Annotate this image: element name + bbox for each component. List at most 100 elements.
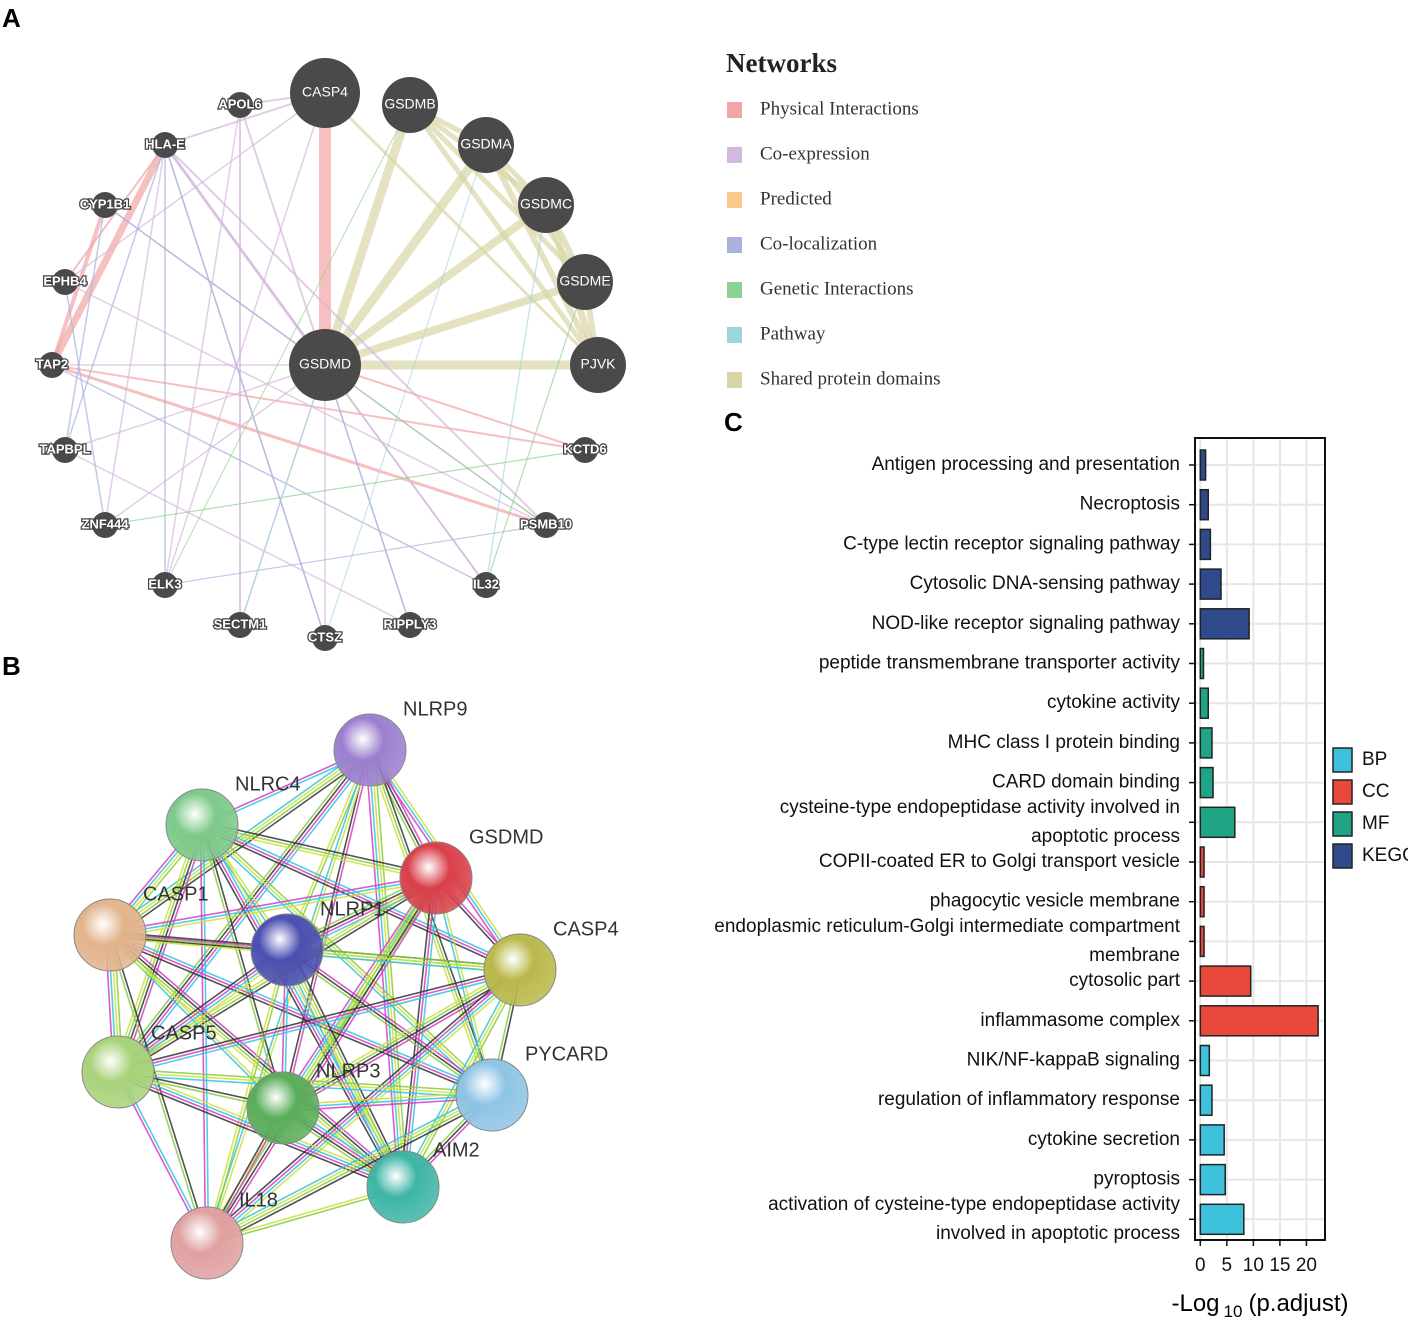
y-tick-label: cytosolic part	[1069, 970, 1181, 991]
bar	[1199, 449, 1207, 481]
node-label: IL18	[239, 1189, 278, 1211]
edge	[110, 931, 494, 1093]
node-label: APOL6	[218, 96, 261, 111]
bar	[1199, 1203, 1245, 1236]
edge	[202, 821, 437, 876]
edge	[485, 204, 547, 586]
edge	[199, 826, 491, 1098]
node-label: KCTD6	[563, 441, 606, 456]
edge	[109, 934, 493, 1096]
edge	[324, 364, 547, 526]
edge	[113, 746, 368, 1070]
y-tick-label: cytokine activity	[1047, 692, 1181, 713]
bar	[1199, 1163, 1226, 1196]
node-label: GSDMB	[384, 96, 435, 112]
edge	[324, 364, 411, 626]
bar	[1199, 965, 1252, 997]
edge	[64, 281, 106, 526]
edge	[202, 821, 522, 968]
panel-label: B	[2, 651, 21, 681]
node	[366, 1150, 440, 1224]
edge	[323, 278, 587, 369]
y-tick-label: endoplasmic reticulum-Golgi intermediate…	[714, 916, 1180, 966]
node	[152, 132, 178, 158]
bar	[1199, 766, 1214, 799]
edge	[202, 824, 286, 1108]
edge	[321, 142, 490, 368]
edge	[324, 364, 487, 586]
edge	[239, 364, 326, 626]
edge	[64, 144, 166, 451]
edge	[197, 826, 400, 1190]
edge	[286, 949, 521, 971]
node	[312, 625, 338, 651]
edge	[290, 947, 408, 1186]
node	[227, 92, 253, 118]
legend-swatch	[1332, 843, 1353, 869]
node	[39, 352, 65, 378]
node-label: GSDMD	[299, 356, 351, 372]
node-label: NLRP3	[316, 1060, 380, 1082]
node	[227, 612, 253, 638]
edge	[323, 91, 600, 367]
y-tick-label: regulation of inflammatory response	[878, 1089, 1180, 1110]
bar	[1199, 687, 1210, 719]
node-label: TAP2	[36, 356, 68, 371]
legend-title: Networks	[726, 48, 837, 78]
edge	[104, 144, 166, 526]
edge	[205, 1092, 492, 1243]
edge	[281, 968, 520, 1108]
bar	[1199, 1084, 1213, 1116]
y-tick-label: peptide transmembrane transporter activi…	[819, 653, 1181, 674]
node	[152, 572, 178, 598]
edge	[64, 364, 326, 451]
edge	[408, 103, 587, 284]
node-label: HLA-E	[145, 136, 185, 151]
edge	[51, 364, 487, 586]
edge	[402, 877, 437, 1188]
edge	[104, 364, 326, 526]
edge	[201, 824, 493, 1096]
bar	[1199, 647, 1205, 680]
edge	[373, 749, 409, 1187]
node	[246, 1071, 320, 1145]
edge	[48, 143, 169, 367]
edge	[207, 970, 522, 1245]
edge	[104, 204, 326, 366]
node-label: CASP4	[553, 918, 619, 940]
x-axis-label: -Log 10 (p.adjust)	[1171, 1290, 1348, 1321]
x-tick-label: 5	[1222, 1255, 1233, 1276]
edge	[282, 951, 400, 1190]
edge	[280, 749, 370, 1108]
legend-label: Genetic Interactions	[760, 278, 914, 299]
edge	[483, 143, 601, 367]
y-tick-label: activation of cysteine-type endopeptidas…	[768, 1194, 1180, 1244]
y-tick-label: Cytosolic DNA-sensing pathway	[910, 573, 1181, 594]
node	[290, 58, 360, 128]
legend-swatch	[1332, 811, 1353, 837]
edge	[201, 824, 437, 879]
x-tick-label: 15	[1269, 1255, 1290, 1276]
edge	[110, 934, 210, 1243]
edge	[200, 827, 520, 974]
node-label: GSDMD	[469, 826, 543, 848]
edge	[199, 825, 207, 1244]
y-tick-label: Antigen processing and presentation	[872, 454, 1180, 475]
bar	[1199, 528, 1212, 561]
x-tick-label: 0	[1195, 1255, 1206, 1276]
legend-swatch	[1332, 747, 1353, 773]
edge	[204, 949, 287, 1243]
node	[333, 713, 407, 787]
edge	[399, 968, 519, 1186]
edge	[204, 1090, 491, 1240]
y-tick-label: C-type lectin receptor signaling pathway	[843, 533, 1180, 554]
edge	[116, 748, 370, 1072]
y-tick-label: CARD domain binding	[992, 772, 1180, 793]
node	[557, 254, 613, 310]
node	[165, 788, 239, 862]
edge	[64, 449, 411, 626]
node	[533, 512, 559, 538]
bar	[1199, 846, 1205, 878]
node-label: EPHB4	[43, 273, 87, 288]
y-tick-label: NIK/NF-kappaB signaling	[967, 1050, 1180, 1071]
